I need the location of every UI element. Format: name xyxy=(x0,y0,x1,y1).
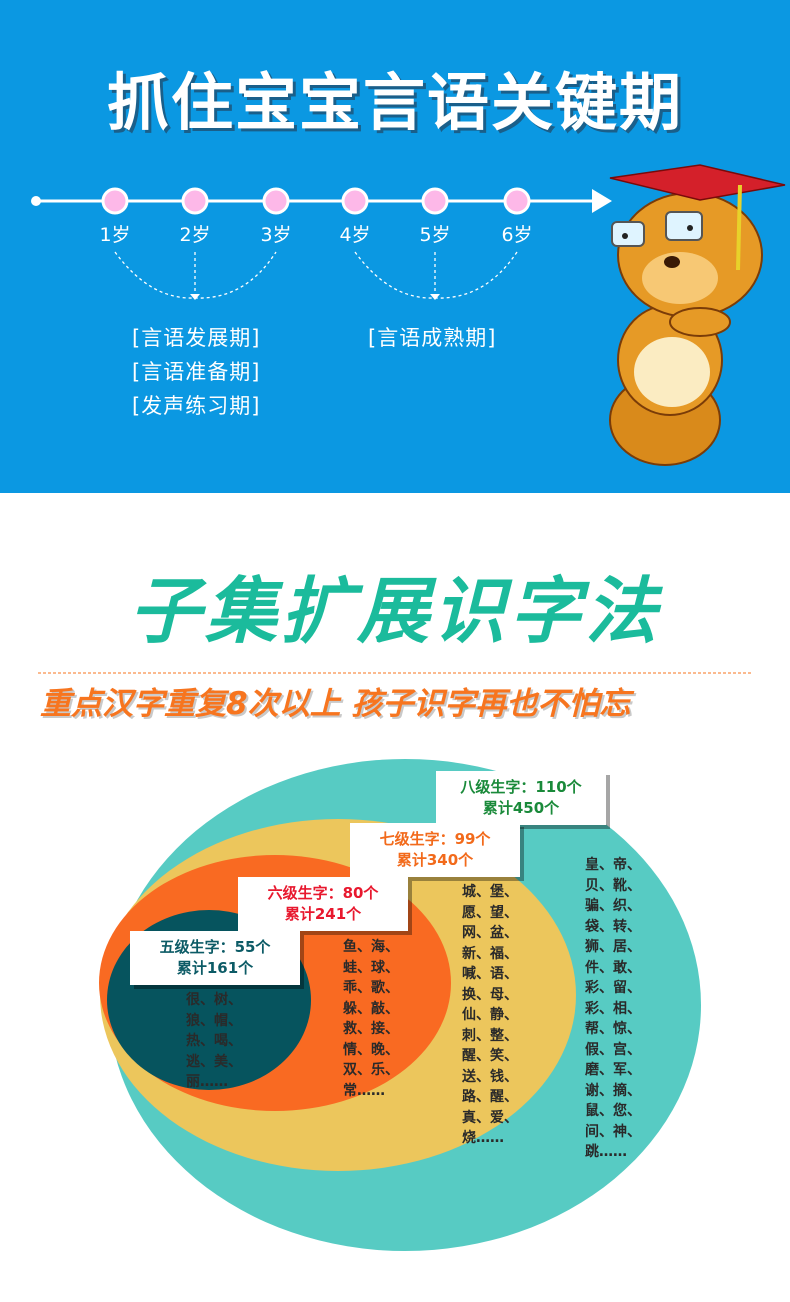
level-6-label: 六级生字：80个 累计241个 xyxy=(238,877,408,931)
bear-mascot-icon xyxy=(609,164,786,466)
age-label: 4岁 xyxy=(339,224,371,246)
level-total: 累计241个 xyxy=(284,905,362,923)
section-title: 子集扩展识字法 xyxy=(128,569,661,653)
timeline xyxy=(31,164,786,466)
level-8-chars: 皇、帝、 贝、靴、 骗、织、 袋、转、 狮、居、 件、敢、 彩、留、 彩、相、 … xyxy=(585,857,641,1160)
age-label: 5岁 xyxy=(419,224,451,246)
banner-title: 抓住宝宝言语关键期 xyxy=(106,66,683,139)
divider xyxy=(38,672,752,674)
level-count: 六级生字：80个 xyxy=(267,884,379,902)
header-banner: 抓住宝宝言语关键期 1岁 2岁 3岁 4岁 5岁 6岁 [言语发展期] [言语准… xyxy=(0,0,790,493)
level-7-chars: 城、堡、 愿、望、 网、盆、 新、福、 喊、语、 换、母、 仙、静、 刺、整、 … xyxy=(462,884,518,1146)
age-label: 1岁 xyxy=(99,224,131,246)
section-subtitle: 重点汉字重复8次以上 孩子识字再也不怕忘 xyxy=(40,686,631,722)
level-8-label: 八级生字：110个 累计450个 xyxy=(436,771,606,825)
stage-label: [言语发展期] xyxy=(132,326,261,350)
age-label: 6岁 xyxy=(501,224,533,246)
level-count: 八级生字：110个 xyxy=(460,778,582,796)
age-label: 2岁 xyxy=(179,224,211,246)
level-total: 累计450个 xyxy=(482,799,560,817)
stage-label: [言语成熟期] xyxy=(368,326,497,350)
age-label: 3岁 xyxy=(260,224,292,246)
level-count: 七级生字：99个 xyxy=(379,830,491,848)
stage-label: [言语准备期] xyxy=(132,360,261,384)
arrow-icon xyxy=(592,189,612,213)
level-count: 五级生字：55个 xyxy=(159,938,271,956)
stage-label: [发声练习期] xyxy=(132,394,261,418)
level-6-chars: 鱼、海、 蛙、球、 乖、歌、 躲、敲、 救、接、 情、晚、 双、乐、 常…… xyxy=(343,939,399,1099)
level-5-chars: 很、树、 狼、帽、 热、喝、 逃、美、 丽…… xyxy=(186,992,242,1090)
level-total: 累计161个 xyxy=(176,959,254,977)
level-5-label: 五级生字：55个 累计161个 xyxy=(130,931,300,985)
level-7-label: 七级生字：99个 累计340个 xyxy=(350,823,520,877)
level-total: 累计340个 xyxy=(396,851,474,869)
